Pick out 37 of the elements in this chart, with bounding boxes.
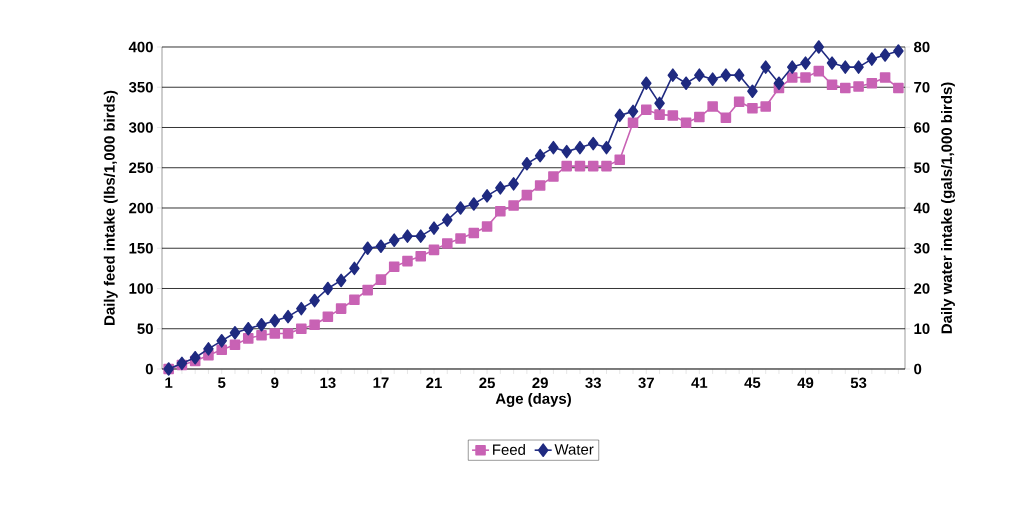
x-tick-label: 37 (638, 377, 654, 389)
y-tick-label: 300 (128, 122, 153, 133)
x-tick-label: 41 (691, 377, 708, 388)
y2-axis-title: Daily water intake (gals/1,000 birds) (940, 82, 955, 334)
x-tick-label: 45 (744, 377, 761, 388)
x-tick-label: 9 (271, 377, 279, 389)
y-tick-label: 0 (145, 363, 153, 375)
y2-tick-label: 20 (914, 283, 930, 294)
y2-tick-label: 0 (914, 363, 922, 375)
y2-tick-label: 30 (913, 242, 930, 254)
x-tick-label: 53 (850, 377, 867, 389)
x-tick-label: 17 (373, 377, 389, 388)
y-tick-label: 400 (128, 41, 153, 53)
y-tick-label: 350 (128, 81, 153, 93)
x-tick-label: 33 (585, 377, 601, 389)
y-tick-label: 250 (129, 162, 153, 174)
y-axis-title: Daily feed intake (lbs/1,000 birds) (103, 90, 118, 325)
legend-label: Feed (493, 444, 525, 455)
y-tick-label: 50 (137, 323, 153, 335)
y-tick-label: 150 (129, 242, 153, 254)
y2-tick-label: 40 (913, 202, 930, 214)
x-tick-label: 13 (320, 377, 336, 389)
y2-tick-label: 60 (914, 122, 930, 133)
y-tick-label: 200 (129, 202, 153, 214)
x-tick-label: 1 (165, 377, 173, 388)
x-tick-label: 21 (426, 377, 442, 388)
legend-label: Water (554, 444, 594, 455)
y-tick-label: 100 (129, 283, 153, 294)
y2-tick-label: 50 (913, 162, 930, 174)
x-tick-label: 5 (218, 377, 226, 388)
y2-tick-label: 70 (914, 81, 930, 93)
x-axis-title: Age (days) (495, 392, 571, 407)
x-tick-label: 29 (532, 377, 548, 389)
x-tick-label: 49 (797, 377, 814, 389)
x-tick-label: 25 (479, 377, 495, 389)
y2-tick-label: 10 (914, 323, 930, 335)
y2-tick-label: 80 (914, 41, 930, 53)
